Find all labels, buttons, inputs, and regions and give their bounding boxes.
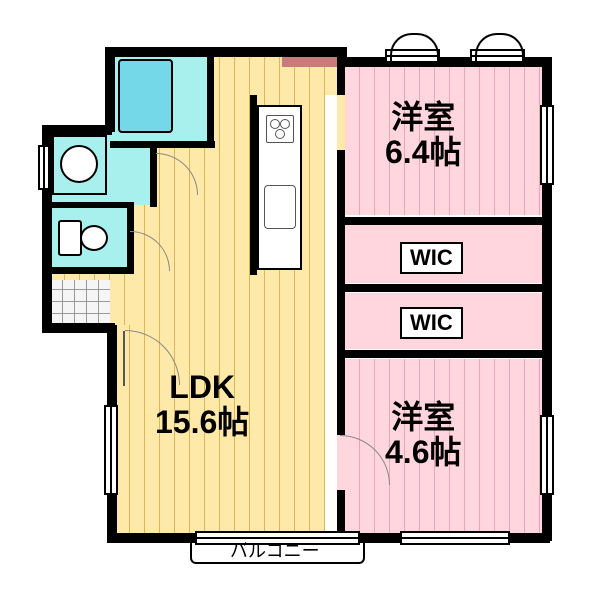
window-bay — [475, 33, 524, 65]
ldk-label: LDK 15.6帖 — [155, 370, 249, 440]
window — [540, 415, 554, 495]
wash-counter — [52, 135, 107, 195]
wall — [46, 202, 134, 208]
bedroom-bottom-line2: 4.6帖 — [385, 434, 462, 470]
bathtub — [118, 59, 173, 133]
toilet-fixture — [58, 220, 82, 256]
bath-floor — [176, 59, 206, 139]
bedroom-top-line2: 6.4帖 — [385, 134, 462, 170]
wall — [42, 270, 52, 330]
wall — [343, 284, 548, 292]
wall — [110, 141, 215, 148]
wall — [250, 95, 257, 275]
toilet-bowl — [80, 225, 108, 251]
wall — [207, 53, 214, 146]
floor-plan-canvas: LDK 15.6帖 洋室 6.4帖 洋室 4.6帖 WIC WIC バルコニー — [0, 0, 600, 600]
window — [540, 105, 554, 185]
floor-plan: LDK 15.6帖 洋室 6.4帖 洋室 4.6帖 WIC WIC バルコニー — [50, 35, 550, 565]
wic-door — [350, 352, 390, 356]
ldk-label-line1: LDK — [169, 369, 235, 405]
door-opening — [337, 95, 345, 150]
kitchen-sink — [264, 185, 296, 229]
wall — [105, 47, 345, 57]
wall — [46, 267, 134, 274]
window — [104, 405, 118, 495]
window — [38, 145, 50, 190]
wic-door — [350, 221, 390, 225]
wall — [337, 47, 347, 65]
door-leaf — [123, 331, 125, 386]
bedroom-top-label: 洋室 6.4帖 — [385, 100, 462, 170]
wall — [150, 147, 157, 207]
stove — [266, 115, 294, 143]
bedroom-top-line1: 洋室 — [391, 99, 455, 135]
wic-bottom-label: WIC — [400, 307, 463, 339]
window — [400, 531, 510, 545]
window-bay — [390, 33, 439, 65]
wall — [42, 323, 115, 333]
ldk-upper-strip — [280, 65, 340, 95]
wic-top-label: WIC — [400, 242, 463, 274]
wall — [42, 125, 112, 135]
ldk-label-line2: 15.6帖 — [155, 404, 249, 440]
bedroom-bottom-line1: 洋室 — [391, 399, 455, 435]
bedroom-bottom-label: 洋室 4.6帖 — [385, 400, 462, 470]
wall — [105, 47, 115, 132]
entrance — [50, 280, 110, 326]
balcony-label: バルコニー — [230, 542, 320, 562]
